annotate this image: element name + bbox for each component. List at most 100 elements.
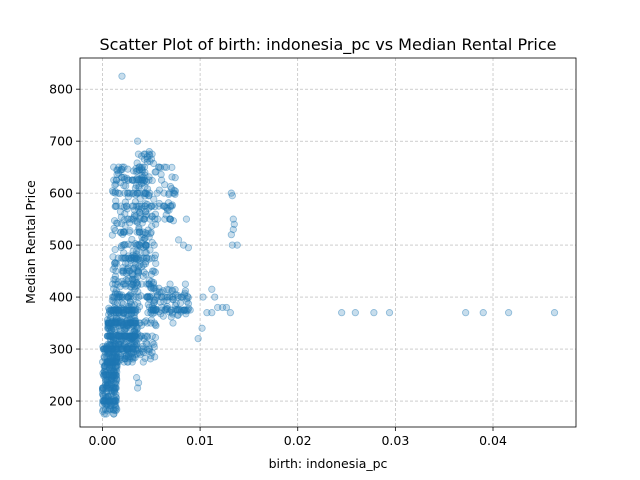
data-point [148, 339, 156, 347]
data-point [110, 340, 118, 348]
data-point [165, 206, 173, 214]
data-point [107, 345, 115, 353]
data-point [102, 364, 110, 372]
data-point [108, 371, 116, 379]
data-point [110, 297, 118, 306]
data-point [142, 241, 150, 249]
data-point [152, 322, 160, 330]
data-point [184, 300, 193, 308]
data-point [115, 332, 123, 340]
data-point [214, 303, 222, 312]
data-point [131, 317, 139, 325]
data-point [132, 333, 140, 342]
data-point [102, 393, 110, 401]
data-point [147, 306, 155, 314]
data-point [110, 359, 118, 367]
data-point [115, 319, 123, 327]
data-point [126, 297, 134, 306]
data-point [118, 345, 126, 353]
data-point [135, 241, 143, 249]
data-point [137, 280, 146, 288]
data-point [111, 379, 119, 387]
data-point [107, 345, 116, 353]
data-point [103, 381, 111, 390]
data-point [122, 351, 131, 360]
data-point [124, 259, 132, 267]
data-point [111, 345, 119, 353]
data-point [101, 348, 109, 356]
data-point [99, 345, 107, 353]
data-point [115, 329, 124, 337]
data-point [119, 254, 127, 262]
data-point [129, 354, 137, 362]
data-point [151, 215, 159, 223]
data-point [140, 163, 149, 171]
data-point [112, 314, 120, 323]
data-point [105, 345, 114, 353]
y-tick-label: 800 [49, 82, 73, 97]
data-point [143, 293, 151, 301]
data-point [142, 207, 150, 216]
data-point [106, 405, 114, 413]
y-tick-label: 200 [49, 394, 73, 409]
data-point [126, 283, 134, 291]
data-point [110, 275, 118, 284]
data-point [127, 306, 135, 314]
data-point [163, 305, 171, 313]
data-point [131, 332, 139, 340]
data-point [119, 334, 127, 342]
data-point [132, 275, 140, 284]
data-point [124, 346, 132, 355]
data-point [156, 164, 165, 172]
data-point [131, 319, 139, 327]
data-point [134, 240, 142, 249]
data-point [132, 319, 140, 327]
data-point [115, 317, 123, 326]
data-point [104, 397, 112, 405]
data-point [130, 327, 139, 335]
data-point [112, 267, 120, 275]
data-point [121, 340, 129, 349]
data-point [124, 294, 132, 302]
data-point [103, 342, 111, 350]
data-point [121, 354, 130, 363]
data-point [133, 279, 141, 287]
data-point [124, 321, 132, 329]
data-point [151, 306, 159, 314]
data-point [122, 334, 130, 343]
data-point [100, 354, 109, 362]
data-point [119, 267, 127, 275]
data-point [107, 341, 116, 349]
data-point [147, 319, 155, 327]
data-point [131, 240, 139, 248]
data-point [104, 380, 112, 389]
data-point [159, 312, 167, 320]
data-point [100, 363, 108, 371]
data-point [111, 397, 119, 405]
data-point [123, 317, 131, 326]
data-point [132, 254, 140, 262]
data-point [117, 229, 125, 237]
data-point [111, 319, 119, 327]
data-point [110, 176, 118, 184]
data-point [115, 332, 123, 341]
data-point [112, 404, 120, 412]
data-point [138, 165, 146, 174]
data-point [233, 241, 241, 249]
data-point [121, 332, 129, 340]
data-point [121, 332, 130, 340]
data-point [109, 397, 117, 405]
data-point [114, 306, 122, 314]
data-point [120, 332, 128, 340]
data-point [114, 331, 122, 340]
data-point [148, 302, 156, 311]
data-point [109, 335, 118, 343]
data-point [174, 311, 182, 319]
data-point [143, 230, 151, 238]
data-point [108, 332, 116, 340]
data-point [131, 198, 140, 206]
data-point [107, 345, 115, 353]
data-point [113, 345, 121, 353]
data-point [150, 340, 158, 348]
